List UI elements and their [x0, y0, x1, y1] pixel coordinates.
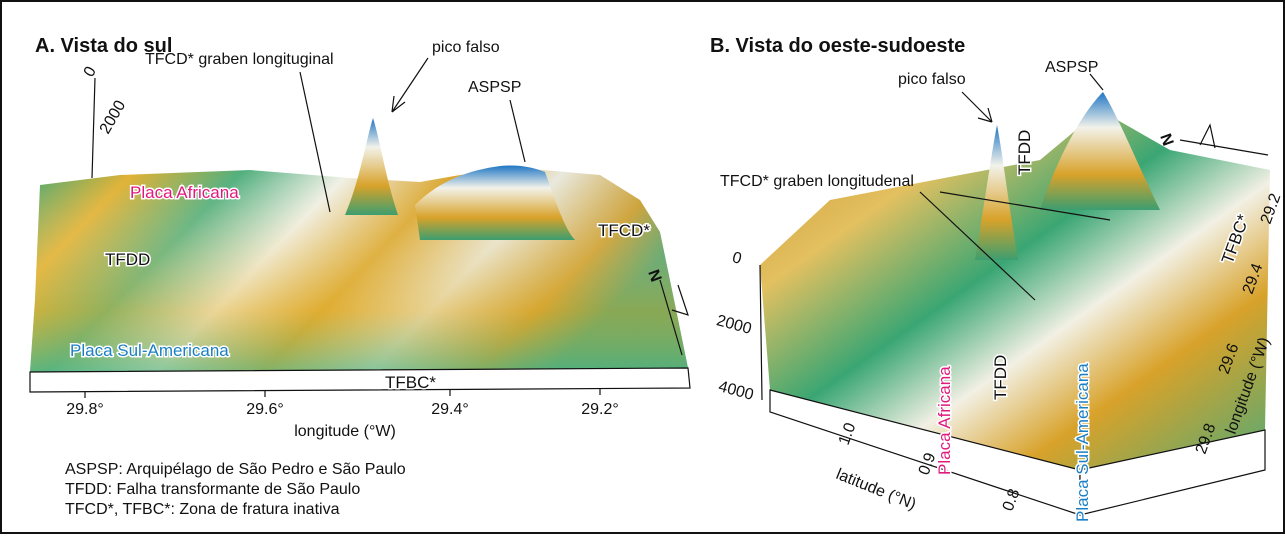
depth-tick-label: 0: [730, 249, 743, 268]
x-axis-label: longitude (°W): [294, 423, 396, 440]
annotation: ASPSP: [468, 79, 521, 96]
depth-scale: [759, 264, 763, 401]
legend-line: TFCD*, TFBC*: Zona de fratura inativa: [65, 501, 340, 518]
plate-label: Placa Sul-Americana: [70, 341, 229, 360]
annotation: TFCD* graben longituginal: [145, 51, 334, 68]
x-tick-label: 29.2°: [581, 401, 619, 418]
annotation: pico falso: [898, 71, 966, 88]
leader-line: [1089, 73, 1104, 91]
plate-label: Placa Africana: [130, 183, 239, 202]
north-label: N: [1156, 132, 1176, 149]
terrain-base: [29, 367, 691, 393]
x-tick-label: 29.8°: [66, 401, 104, 418]
feature-label: TFDD: [991, 355, 1010, 400]
leader-line: [919, 191, 1036, 301]
panel-b: B. Vista do oeste-sudoeste 0 2000 4000 1…: [710, 35, 1284, 524]
panel-a: A. Vista do sul 0 2000 29.8° 29.6° 29.4°…: [29, 35, 691, 518]
feature-label: TFCD*: [598, 221, 650, 240]
panel-title: A. Vista do sul: [35, 35, 172, 57]
peak-pico-falso: [345, 118, 398, 215]
plate-label: Placa Africana: [935, 366, 954, 475]
plate-label: Placa Sul-Americana: [1073, 363, 1092, 522]
north-arrow: [1179, 123, 1269, 156]
legend-line: TFDD: Falha transformante de São Paulo: [65, 481, 360, 498]
north-label: N: [644, 268, 664, 285]
arrow: [961, 91, 993, 123]
annotation: ASPSP: [1045, 59, 1098, 76]
north-arrow: [659, 279, 689, 356]
arrow: [391, 57, 429, 113]
peak-pico-falso: [975, 125, 1018, 260]
lat-tick-label: 1.0: [836, 421, 860, 448]
lat-tick-label: 0.8: [1000, 487, 1024, 514]
panel-title: B. Vista do oeste-sudoeste: [710, 35, 965, 57]
leader-line: [299, 71, 331, 213]
x-tick-label: 29.6°: [246, 401, 284, 418]
peak-aspsp: [415, 165, 575, 240]
feature-label: TFBC*: [385, 373, 436, 392]
terrain-side: [1079, 429, 1266, 516]
feature-label: TFDD: [105, 250, 150, 269]
lat-tick-label: 0.9: [916, 451, 940, 478]
leader-line: [509, 99, 526, 163]
feature-label: TFDD: [1015, 130, 1034, 175]
peak-aspsp: [1040, 92, 1160, 210]
depth-scale: [91, 77, 96, 179]
annotation: TFCD* graben longitudenal: [720, 173, 914, 190]
legend-line: ASPSP: Arquipélago de São Pedro e São Pa…: [65, 461, 406, 478]
x-tick-label: 29.4°: [431, 401, 469, 418]
leader-line: [939, 191, 1111, 221]
annotation: pico falso: [432, 39, 500, 56]
